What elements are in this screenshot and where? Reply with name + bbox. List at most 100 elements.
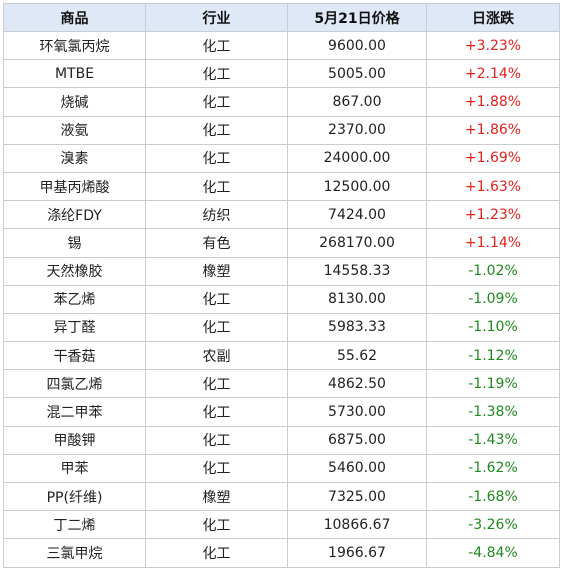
table-row: 三氯甲烷 化工 1966.67 -4.84% bbox=[3, 538, 560, 568]
price-cell: 268170.00 bbox=[287, 228, 427, 258]
table-row: PP(纤维) 橡塑 7325.00 -1.68% bbox=[3, 481, 560, 512]
commodity-cell: 干香菇 bbox=[3, 341, 146, 371]
table-row: 丁二烯 化工 10866.67 -3.26% bbox=[3, 510, 560, 540]
commodity-cell: 天然橡胶 bbox=[3, 256, 146, 286]
commodity-cell: PP(纤维) bbox=[3, 481, 146, 512]
price-cell: 6875.00 bbox=[287, 425, 427, 455]
change-cell: -1.38% bbox=[426, 397, 560, 427]
industry-cell: 化工 bbox=[145, 425, 288, 455]
industry-cell: 化工 bbox=[145, 115, 288, 145]
change-cell: -1.43% bbox=[426, 425, 560, 455]
industry-cell: 化工 bbox=[145, 453, 288, 484]
change-cell: -1.68% bbox=[426, 481, 560, 512]
price-cell: 4862.50 bbox=[287, 369, 427, 399]
table-body: 环氧氯丙烷 化工 9600.00 +3.23% MTBE 化工 5005.00 +2.14% 烧… bbox=[3, 30, 560, 568]
commodity-cell: 锡 bbox=[3, 228, 146, 258]
header-daily-change: 日涨跌 bbox=[426, 3, 560, 32]
table-row: 涤纶FDY 纺织 7424.00 +1.23% bbox=[3, 200, 560, 230]
industry-cell: 化工 bbox=[145, 59, 288, 89]
industry-cell: 化工 bbox=[145, 538, 288, 568]
table-row: 苯乙烯 化工 8130.00 -1.09% bbox=[3, 284, 560, 314]
table-row: 甲苯 化工 5460.00 -1.62% bbox=[3, 453, 560, 484]
table-row: 甲酸钾 化工 6875.00 -1.43% bbox=[3, 425, 560, 455]
price-cell: 5005.00 bbox=[287, 59, 427, 89]
table-row: MTBE 化工 5005.00 +2.14% bbox=[3, 59, 560, 89]
table-row: 混二甲苯 化工 5730.00 -1.38% bbox=[3, 397, 560, 427]
table-row: 甲基丙烯酸 化工 12500.00 +1.63% bbox=[3, 171, 560, 202]
change-cell: +1.23% bbox=[426, 200, 560, 230]
industry-cell: 化工 bbox=[145, 510, 288, 540]
change-cell: +3.23% bbox=[426, 30, 560, 61]
commodity-cell: 甲苯 bbox=[3, 453, 146, 484]
price-cell: 7424.00 bbox=[287, 200, 427, 230]
table-row: 异丁醛 化工 5983.33 -1.10% bbox=[3, 312, 560, 343]
price-cell: 5730.00 bbox=[287, 397, 427, 427]
commodity-cell: 甲酸钾 bbox=[3, 425, 146, 455]
table-row: 干香菇 农副 55.62 -1.12% bbox=[3, 341, 560, 371]
change-cell: -4.84% bbox=[426, 538, 560, 568]
commodity-cell: 混二甲苯 bbox=[3, 397, 146, 427]
industry-cell: 化工 bbox=[145, 30, 288, 61]
header-industry: 行业 bbox=[145, 3, 288, 32]
industry-cell: 化工 bbox=[145, 143, 288, 173]
industry-cell: 橡塑 bbox=[145, 481, 288, 512]
commodity-cell: 烧碱 bbox=[3, 87, 146, 117]
commodity-cell: 三氯甲烷 bbox=[3, 538, 146, 568]
industry-cell: 化工 bbox=[145, 369, 288, 399]
price-cell: 867.00 bbox=[287, 87, 427, 117]
price-cell: 10866.67 bbox=[287, 510, 427, 540]
commodity-cell: 环氧氯丙烷 bbox=[3, 30, 146, 61]
change-cell: -1.12% bbox=[426, 341, 560, 371]
industry-cell: 农副 bbox=[145, 341, 288, 371]
industry-cell: 橡塑 bbox=[145, 256, 288, 286]
change-cell: -1.19% bbox=[426, 369, 560, 399]
price-cell: 24000.00 bbox=[287, 143, 427, 173]
commodity-cell: 异丁醛 bbox=[3, 312, 146, 343]
commodity-cell: 四氯乙烯 bbox=[3, 369, 146, 399]
header-commodity: 商品 bbox=[3, 3, 146, 32]
commodity-cell: MTBE bbox=[3, 59, 146, 89]
industry-cell: 化工 bbox=[145, 312, 288, 343]
price-cell: 5460.00 bbox=[287, 453, 427, 484]
change-cell: -1.62% bbox=[426, 453, 560, 484]
change-cell: -1.09% bbox=[426, 284, 560, 314]
commodity-cell: 苯乙烯 bbox=[3, 284, 146, 314]
change-cell: +1.86% bbox=[426, 115, 560, 145]
commodity-cell: 甲基丙烯酸 bbox=[3, 171, 146, 202]
table-row: 烧碱 化工 867.00 +1.88% bbox=[3, 87, 560, 117]
price-cell: 7325.00 bbox=[287, 481, 427, 512]
change-cell: -1.02% bbox=[426, 256, 560, 286]
table-row: 锡有色 268170.00 +1.14% bbox=[3, 228, 560, 258]
change-cell: +2.14% bbox=[426, 59, 560, 89]
industry-cell: 有色 bbox=[145, 228, 288, 258]
price-cell: 1966.67 bbox=[287, 538, 427, 568]
price-cell: 2370.00 bbox=[287, 115, 427, 145]
commodity-cell: 丁二烯 bbox=[3, 510, 146, 540]
change-cell: +1.63% bbox=[426, 171, 560, 202]
commodity-cell: 液氨 bbox=[3, 115, 146, 145]
change-cell: -1.10% bbox=[426, 312, 560, 343]
industry-cell: 化工 bbox=[145, 87, 288, 117]
change-cell: +1.14% bbox=[426, 228, 560, 258]
commodity-price-table: 商品 行业 5月21日价格 日涨跌 环氧氯丙烷 化工 9600.00 +3.23% MT… bbox=[3, 3, 560, 568]
table-row: 液氨 化工 2370.00 +1.86% bbox=[3, 115, 560, 145]
table-row: 溴素 化工 24000.00 +1.69% bbox=[3, 143, 560, 173]
change-cell: -3.26% bbox=[426, 510, 560, 540]
commodity-cell: 溴素 bbox=[3, 143, 146, 173]
price-cell: 55.62 bbox=[287, 341, 427, 371]
header-price: 5月21日价格 bbox=[287, 3, 427, 32]
change-cell: +1.69% bbox=[426, 143, 560, 173]
price-cell: 8130.00 bbox=[287, 284, 427, 314]
table-row: 四氯乙烯 化工 4862.50 -1.19% bbox=[3, 369, 560, 399]
industry-cell: 纺织 bbox=[145, 200, 288, 230]
industry-cell: 化工 bbox=[145, 171, 288, 202]
commodity-cell: 涤纶FDY bbox=[3, 200, 146, 230]
industry-cell: 化工 bbox=[145, 397, 288, 427]
price-cell: 14558.33 bbox=[287, 256, 427, 286]
price-cell: 12500.00 bbox=[287, 171, 427, 202]
price-cell: 9600.00 bbox=[287, 30, 427, 61]
price-cell: 5983.33 bbox=[287, 312, 427, 343]
table-row: 环氧氯丙烷 化工 9600.00 +3.23% bbox=[3, 30, 560, 61]
industry-cell: 化工 bbox=[145, 284, 288, 314]
table-header-row: 商品 行业 5月21日价格 日涨跌 bbox=[3, 3, 560, 32]
